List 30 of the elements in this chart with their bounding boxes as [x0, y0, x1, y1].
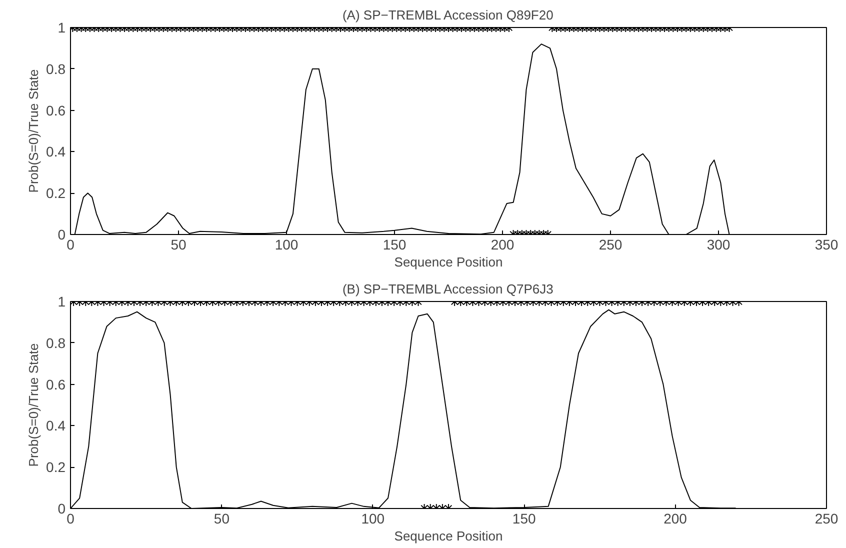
- x-axis-title: Sequence Position: [394, 528, 503, 544]
- y-tick-label: 0.6: [46, 376, 66, 392]
- y-axis-title: Prob(S=0)/True State: [26, 69, 42, 193]
- x-tick-label: 200: [664, 510, 688, 526]
- y-tick-label: 0.4: [46, 418, 66, 434]
- x-tick-label: 250: [814, 510, 838, 526]
- y-tick-label: 0.4: [46, 144, 66, 160]
- y-axis-title: Prob(S=0)/True State: [26, 343, 42, 467]
- x-axis-title: Sequence Position: [394, 254, 503, 270]
- x-tick-label: 50: [170, 236, 186, 252]
- x-tick-label: 100: [361, 510, 385, 526]
- x-tick-label: 200: [490, 236, 514, 252]
- x-tick-label: 150: [512, 510, 536, 526]
- x-tick-label: 250: [598, 236, 622, 252]
- x-tick-label: 150: [382, 236, 406, 252]
- y-tick-label: 0: [58, 500, 66, 516]
- y-tick-label: 0.2: [46, 185, 66, 202]
- x-tick-label: 350: [814, 236, 838, 252]
- chart-title: (A) SP−TREMBL Accession Q89F20: [342, 8, 554, 22]
- y-tick-label: 1: [58, 294, 66, 310]
- x-tick-label: 50: [214, 510, 230, 526]
- y-tick-label: 0.6: [46, 102, 66, 118]
- y-tick-label: 0.8: [46, 60, 66, 77]
- y-tick-label: 0.2: [46, 459, 66, 476]
- x-tick-label: 300: [706, 236, 730, 252]
- x-tick-label: 100: [274, 236, 298, 252]
- y-tick-label: 0: [58, 226, 66, 242]
- y-tick-label: 0.8: [46, 334, 66, 351]
- chart-title: (B) SP−TREMBL Accession Q7P6J3: [342, 282, 554, 296]
- y-tick-label: 1: [58, 20, 66, 36]
